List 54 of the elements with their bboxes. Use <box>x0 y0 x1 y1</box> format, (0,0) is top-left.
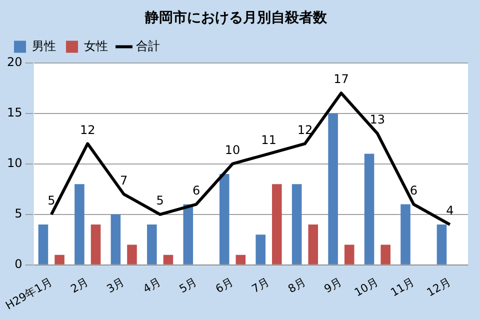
data-label: 11 <box>261 132 276 147</box>
bar <box>183 204 194 264</box>
data-label: 4 <box>446 204 454 218</box>
data-label: 7 <box>120 173 128 188</box>
y-tick-label: 5 <box>14 206 22 221</box>
bar <box>127 244 137 264</box>
bar <box>147 224 157 264</box>
bar <box>74 184 84 264</box>
data-label: 6 <box>410 183 418 198</box>
data-label: 17 <box>334 72 349 86</box>
bar <box>236 254 246 264</box>
legend-label: 女性 <box>84 38 108 53</box>
chart-title: 静岡市における月別自殺者数 <box>144 9 328 26</box>
x-tick-label: 6月 <box>213 275 236 296</box>
x-tick-label: 12月 <box>424 275 453 300</box>
data-label: 10 <box>224 142 240 157</box>
bar <box>272 184 282 264</box>
bar <box>328 113 338 264</box>
bar <box>344 244 354 264</box>
x-tick-label: 3月 <box>104 275 127 296</box>
bar <box>256 234 266 264</box>
x-tick-label: 11月 <box>388 275 417 300</box>
y-tick-label: 0 <box>14 257 22 272</box>
bar <box>90 224 101 264</box>
legend-label: 男性 <box>32 38 56 53</box>
x-tick-label: 5月 <box>177 275 200 296</box>
x-tick-label: 2月 <box>68 275 91 296</box>
bar <box>219 174 230 264</box>
bar <box>292 184 302 264</box>
x-tick-label: 10月 <box>352 275 380 300</box>
y-tick-label: 15 <box>6 105 22 120</box>
x-tick-label: 9月 <box>322 275 344 296</box>
bar <box>54 254 64 264</box>
x-tick-label: H29年1月 <box>3 275 54 312</box>
bar <box>38 224 48 264</box>
data-label: 13 <box>370 112 386 127</box>
bar <box>364 154 374 264</box>
data-label: 12 <box>297 122 313 137</box>
bar <box>110 214 121 264</box>
bar <box>380 244 390 264</box>
data-label: 12 <box>80 122 96 137</box>
bar <box>308 224 318 264</box>
x-tick-label: 4月 <box>140 275 163 296</box>
x-tick-label: 8月 <box>286 275 308 296</box>
y-tick-label: 20 <box>6 54 22 69</box>
legend-label: 合計 <box>136 38 160 53</box>
data-label: 5 <box>156 194 164 208</box>
data-label: 5 <box>48 194 56 208</box>
bar <box>436 224 447 264</box>
bar <box>163 254 174 264</box>
data-label: 6 <box>192 183 200 198</box>
x-tick-label: 7月 <box>250 275 272 296</box>
bar <box>400 204 410 264</box>
y-tick-label: 10 <box>6 156 22 170</box>
